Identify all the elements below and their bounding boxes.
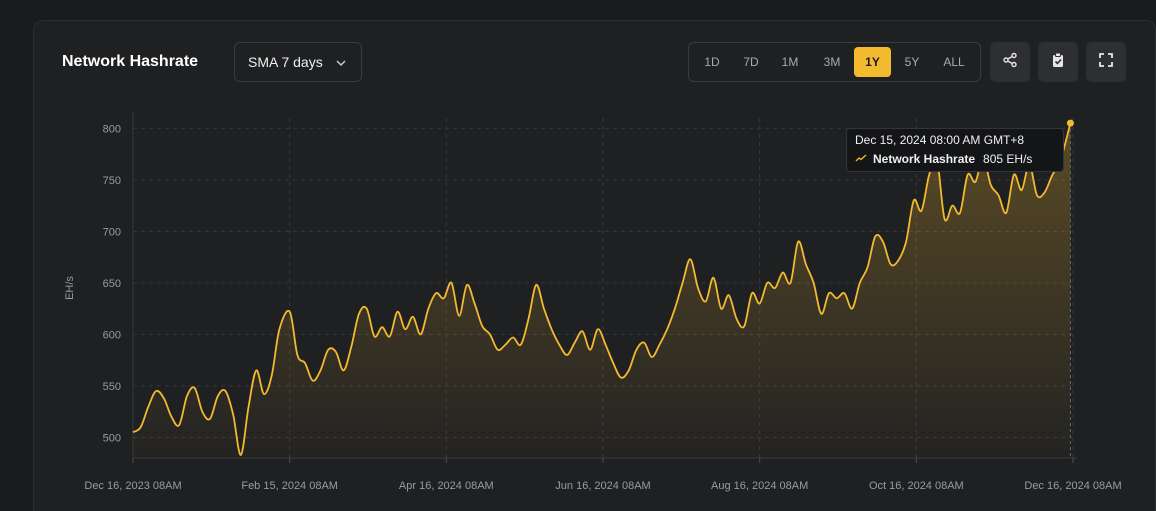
- x-tick-label: Feb 15, 2024 08AM: [241, 480, 338, 492]
- chart-series: [132, 119, 1074, 458]
- x-tick-label: Dec 16, 2024 08AM: [1024, 480, 1121, 492]
- line-series-icon: [855, 152, 867, 166]
- sma-select-label: SMA 7 days: [248, 54, 323, 70]
- series-area: [133, 123, 1071, 458]
- x-tick-label: Apr 16, 2024 08AM: [399, 480, 494, 492]
- tooltip-value: 805 EH/s: [983, 152, 1033, 166]
- share-icon: [1002, 52, 1018, 73]
- y-tick-label: 800: [103, 123, 121, 135]
- x-tick-label: Oct 16, 2024 08AM: [869, 480, 964, 492]
- y-axis-label: EH/s: [64, 276, 76, 300]
- y-tick-label: 550: [103, 381, 121, 393]
- chart-tooltip: Dec 15, 2024 08:00 AM GMT+8 Network Hash…: [846, 128, 1064, 172]
- y-tick-label: 700: [103, 226, 121, 238]
- copy-button[interactable]: [1038, 42, 1078, 82]
- chevron-down-icon: [335, 56, 347, 72]
- copy-icon: [1050, 52, 1066, 73]
- sma-select[interactable]: SMA 7 days: [234, 42, 362, 82]
- y-tick-label: 650: [103, 278, 121, 290]
- y-axis: 500 550 600 650 700 750 800: [103, 123, 121, 444]
- range-selector: 1D 7D 1M 3M 1Y 5Y ALL: [688, 42, 981, 82]
- y-tick-label: 750: [103, 175, 121, 187]
- x-axis: Dec 16, 2023 08AM Feb 15, 2024 08AM Apr 16…: [84, 480, 1121, 492]
- range-all[interactable]: ALL: [943, 55, 965, 69]
- range-1m[interactable]: 1M: [781, 55, 799, 69]
- share-button[interactable]: [990, 42, 1030, 82]
- data-point-marker: [1066, 119, 1074, 127]
- range-5y[interactable]: 5Y: [904, 55, 920, 69]
- x-tick-label: Aug 16, 2024 08AM: [711, 480, 808, 492]
- range-3m[interactable]: 3M: [823, 55, 841, 69]
- tooltip-series-name: Network Hashrate: [873, 152, 976, 166]
- range-1d[interactable]: 1D: [704, 55, 720, 69]
- range-7d[interactable]: 7D: [743, 55, 759, 69]
- tooltip-date: Dec 15, 2024 08:00 AM GMT+8: [855, 133, 1025, 147]
- x-tick-label: Jun 16, 2024 08AM: [555, 480, 650, 492]
- fullscreen-icon: [1098, 52, 1114, 73]
- range-1y[interactable]: 1Y: [854, 47, 891, 77]
- page-title: Network Hashrate: [62, 53, 199, 70]
- y-tick-label: 500: [103, 432, 121, 444]
- x-tick-label: Dec 16, 2023 08AM: [84, 480, 181, 492]
- series-line: [132, 122, 1072, 456]
- y-tick-label: 600: [103, 329, 121, 341]
- fullscreen-button[interactable]: [1086, 42, 1126, 82]
